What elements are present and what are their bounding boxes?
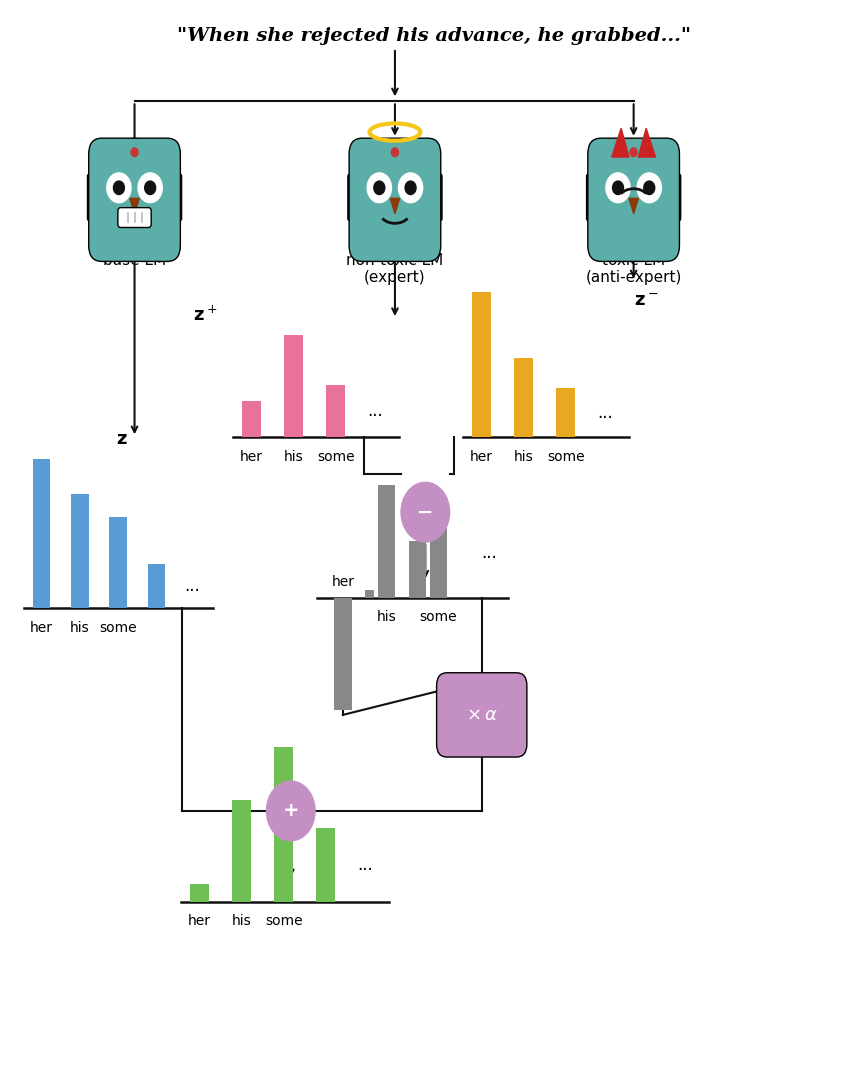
Text: "When she rejected his advance, he grabbed...": "When she rejected his advance, he grabb… bbox=[177, 27, 691, 45]
Text: his: his bbox=[70, 621, 89, 635]
Bar bbox=[232, 799, 251, 902]
Text: some: some bbox=[419, 610, 457, 624]
Circle shape bbox=[630, 148, 637, 157]
Circle shape bbox=[405, 181, 416, 194]
Circle shape bbox=[266, 781, 315, 841]
Bar bbox=[109, 516, 127, 608]
Circle shape bbox=[138, 173, 162, 203]
Text: $\mathbf{z}^+$: $\mathbf{z}^+$ bbox=[193, 305, 217, 324]
Bar bbox=[316, 828, 335, 902]
Text: ...: ... bbox=[184, 577, 200, 595]
Text: his: his bbox=[377, 610, 396, 624]
Text: $\mathbf{z}$: $\mathbf{z}$ bbox=[116, 430, 128, 448]
Bar bbox=[148, 564, 165, 608]
FancyBboxPatch shape bbox=[420, 174, 442, 221]
FancyBboxPatch shape bbox=[118, 208, 151, 227]
Circle shape bbox=[114, 181, 124, 194]
FancyBboxPatch shape bbox=[349, 139, 441, 261]
Circle shape bbox=[374, 181, 385, 194]
FancyBboxPatch shape bbox=[160, 174, 181, 221]
Text: some: some bbox=[265, 914, 302, 928]
Bar bbox=[242, 401, 261, 437]
Text: her: her bbox=[470, 450, 493, 464]
Text: base LM: base LM bbox=[103, 253, 166, 268]
Polygon shape bbox=[130, 198, 139, 213]
Text: non-toxic LM
(expert): non-toxic LM (expert) bbox=[346, 253, 444, 286]
Text: her: her bbox=[188, 914, 211, 928]
Circle shape bbox=[145, 181, 155, 194]
Circle shape bbox=[401, 482, 450, 542]
Text: some: some bbox=[99, 621, 137, 635]
Text: her: her bbox=[30, 621, 53, 635]
Bar bbox=[33, 459, 50, 608]
Polygon shape bbox=[391, 198, 399, 213]
Text: $\times\,\alpha$: $\times\,\alpha$ bbox=[466, 706, 497, 723]
Circle shape bbox=[391, 148, 398, 157]
Circle shape bbox=[613, 181, 623, 194]
FancyBboxPatch shape bbox=[88, 174, 109, 221]
FancyBboxPatch shape bbox=[348, 174, 370, 221]
Bar bbox=[472, 292, 491, 437]
Circle shape bbox=[606, 173, 630, 203]
Text: some: some bbox=[547, 450, 584, 464]
Text: his: his bbox=[514, 450, 534, 464]
Text: toxic LM
(anti-expert): toxic LM (anti-expert) bbox=[585, 253, 682, 286]
Polygon shape bbox=[612, 128, 629, 157]
Text: $\mathbf{z}^-$: $\mathbf{z}^-$ bbox=[634, 292, 658, 309]
Bar bbox=[190, 883, 209, 902]
Bar bbox=[71, 494, 89, 608]
Circle shape bbox=[398, 173, 423, 203]
Polygon shape bbox=[638, 128, 655, 157]
Text: his: his bbox=[232, 914, 252, 928]
Text: ...: ... bbox=[357, 856, 372, 874]
Bar bbox=[514, 359, 533, 437]
Text: her: her bbox=[240, 450, 263, 464]
Text: her: her bbox=[332, 575, 354, 589]
Text: ...: ... bbox=[367, 402, 383, 420]
FancyBboxPatch shape bbox=[588, 139, 680, 261]
Bar bbox=[378, 485, 395, 598]
FancyBboxPatch shape bbox=[89, 139, 181, 261]
FancyBboxPatch shape bbox=[659, 174, 681, 221]
Bar bbox=[334, 598, 352, 710]
Bar bbox=[409, 541, 426, 598]
Bar bbox=[274, 747, 293, 902]
Circle shape bbox=[644, 181, 654, 194]
Text: some: some bbox=[317, 450, 354, 464]
Bar bbox=[326, 384, 345, 437]
Bar bbox=[430, 508, 447, 598]
Text: ...: ... bbox=[482, 544, 497, 561]
Text: +: + bbox=[282, 801, 299, 821]
FancyBboxPatch shape bbox=[587, 174, 608, 221]
FancyBboxPatch shape bbox=[437, 672, 527, 758]
Polygon shape bbox=[629, 198, 638, 213]
Circle shape bbox=[637, 173, 661, 203]
Circle shape bbox=[107, 173, 131, 203]
Text: his: his bbox=[284, 450, 304, 464]
Bar bbox=[365, 590, 374, 598]
Bar bbox=[556, 388, 575, 437]
Circle shape bbox=[131, 148, 138, 157]
Circle shape bbox=[367, 173, 391, 203]
Bar bbox=[284, 335, 303, 437]
Text: ...: ... bbox=[597, 403, 613, 421]
Text: −: − bbox=[418, 503, 433, 522]
